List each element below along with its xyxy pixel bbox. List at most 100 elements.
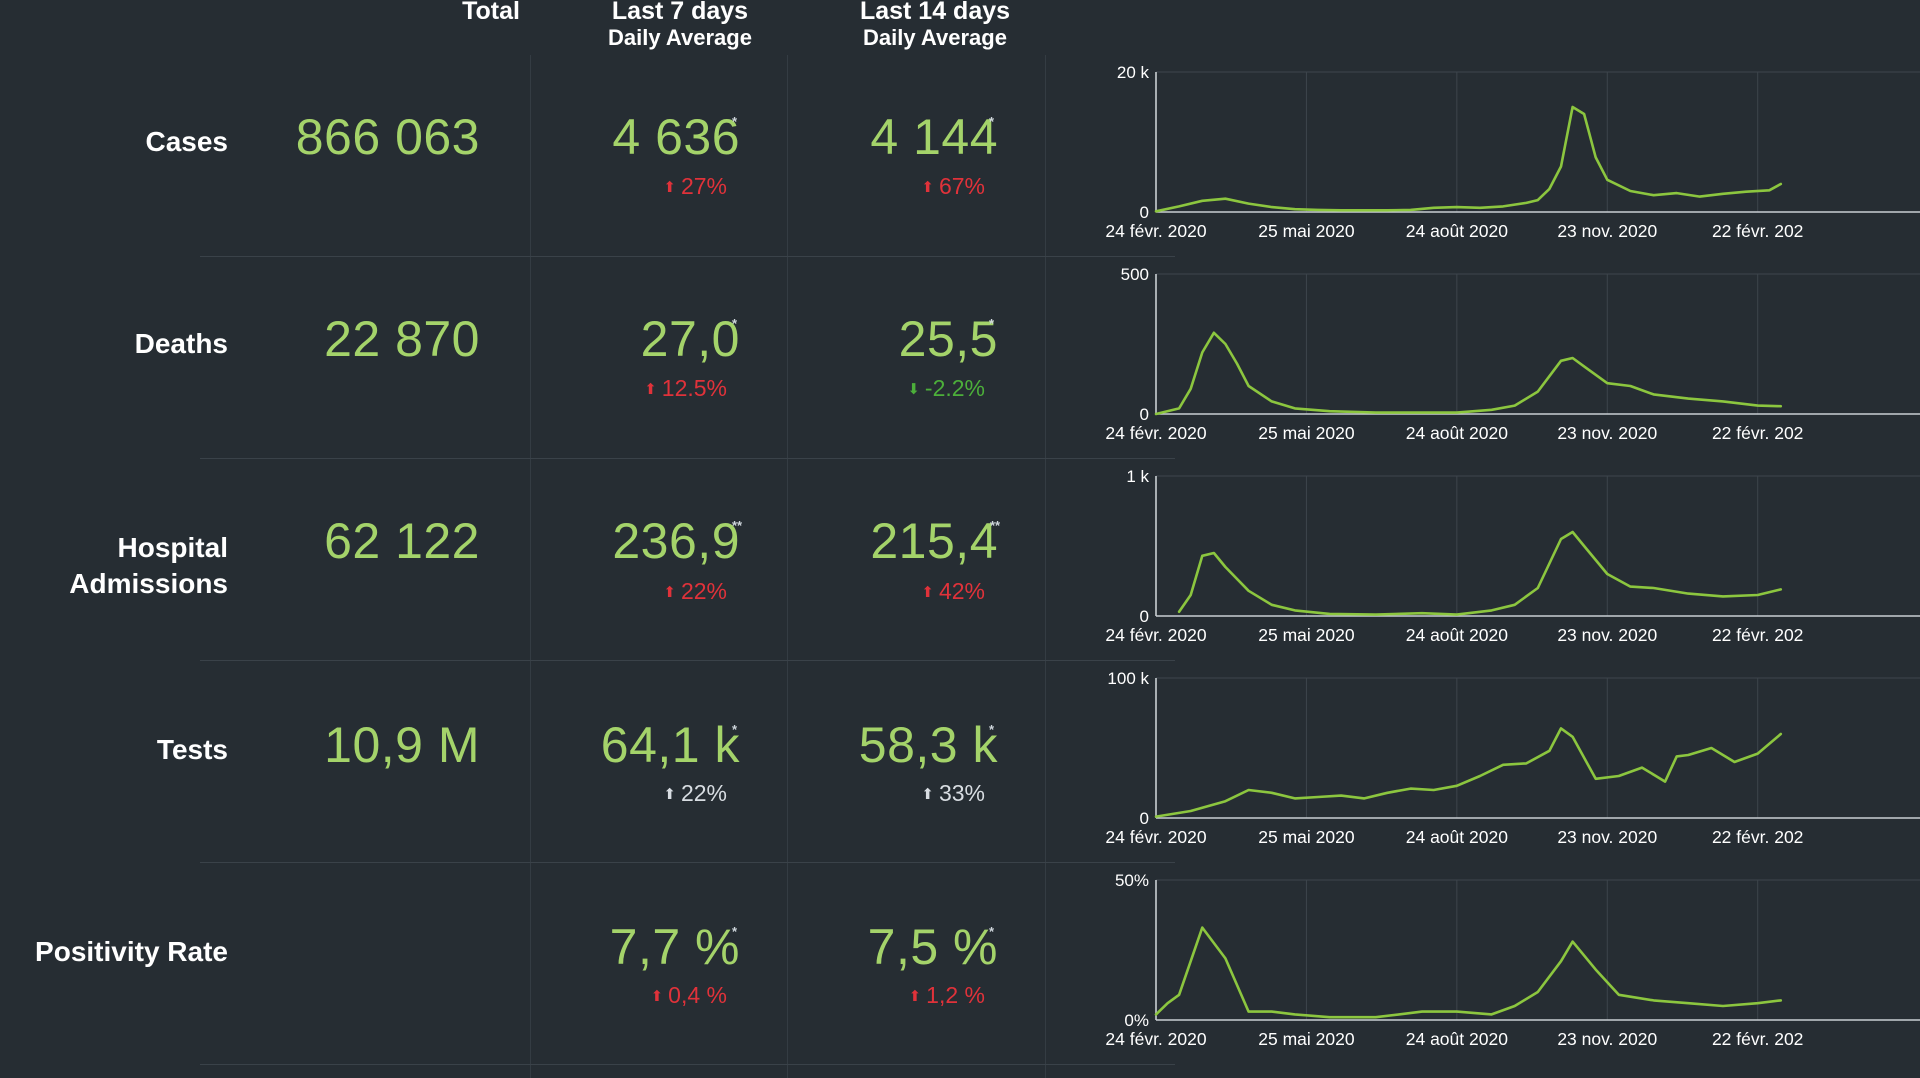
tests-avg7-footnote: *	[732, 722, 738, 737]
chart-svg: 20 k 024 févr. 2020 25 mai 2020 24 août 202…	[1105, 63, 1920, 241]
cases-avg14-value: 4 144	[870, 109, 998, 165]
row-label-positivity-rate: Positivity Rate	[35, 936, 228, 967]
cases-change7-value: 27%	[680, 173, 727, 199]
arrow-down-icon: ⬇	[907, 380, 920, 398]
x-tick-label: 22 févr. 202	[1712, 827, 1803, 847]
chart-svg: 100 k 024 févr. 2020 25 mai 2020 24 août 20…	[1105, 669, 1920, 847]
arrow-up-icon: ⬆	[663, 785, 676, 803]
x-tick-label: 24 août 2020	[1406, 423, 1508, 443]
row-divider	[200, 458, 1175, 459]
series-line	[1154, 926, 1783, 1019]
deaths-avg14-footnote: *	[989, 316, 995, 331]
header-last-7-line1: Last 7 days	[611, 0, 749, 25]
x-tick-label: 23 nov. 2020	[1557, 827, 1657, 847]
cases-change14-value: 67%	[938, 173, 985, 199]
deaths-avg7-footnote: *	[732, 316, 738, 331]
hospital-change7-value: 22%	[680, 578, 727, 604]
column-divider	[1045, 55, 1046, 1078]
deaths-change7-value: 12.5%	[661, 375, 727, 401]
series-line	[1154, 727, 1783, 818]
tests-change7: ⬆ 22%	[663, 780, 727, 807]
x-tick-label: 22 févr. 202	[1712, 423, 1803, 443]
x-tick-label: 24 août 2020	[1406, 827, 1508, 847]
hospital-admissions-chart: 1 k 0 24 févr. 2020 25 mai 2020 24 août 2020…	[1080, 462, 1920, 662]
header-last-14-days: Last 14 days Daily Average	[835, 0, 1035, 50]
header-last-14-line2: Daily Average	[863, 24, 1007, 50]
x-tick-label: 25 mai 2020	[1258, 1029, 1355, 1049]
positivity-rate-chart: 50% 0% 24 févr. 2020 25 mai 2020 24 août 202…	[1080, 866, 1920, 1066]
header-total: Total	[360, 0, 520, 26]
y-tick-label: 1 k	[1126, 467, 1149, 486]
positivity-change14: ⬆ 1,2 %	[909, 982, 985, 1009]
y-tick-label: 0	[1140, 809, 1149, 828]
deaths-change14-value: -2.2%	[924, 375, 985, 401]
y-tick-label: 100 k	[1107, 669, 1149, 688]
x-tick-label: 25 mai 2020	[1258, 827, 1355, 847]
cases-avg7-value: 4 636	[612, 109, 740, 165]
positivity-avg7-value: 7,7 %	[609, 919, 740, 975]
hospital-change14-value: 42%	[938, 578, 985, 604]
deaths-change7: ⬆ 12.5%	[644, 375, 727, 402]
x-tick-label: 24 août 2020	[1406, 1029, 1508, 1049]
positivity-avg14-value: 7,5 %	[867, 919, 998, 975]
hospital-change14: ⬆ 42%	[921, 578, 985, 605]
hospital-avg14-footnote: **	[990, 518, 1001, 533]
tests-avg14-footnote: *	[989, 722, 995, 737]
chart-svg: 1 k 024 févr. 2020 25 mai 2020 24 août 2020…	[1105, 467, 1920, 645]
arrow-up-icon: ⬆	[908, 987, 922, 1005]
x-tick-label: 23 nov. 2020	[1557, 625, 1657, 645]
y-tick-label: 0	[1140, 203, 1149, 222]
positivity-change7: ⬆ 0,4 %	[651, 982, 727, 1009]
x-tick-label: 24 août 2020	[1406, 221, 1508, 241]
arrow-up-icon: ⬆	[644, 380, 657, 398]
header-last-7-days: Last 7 days Daily Average	[580, 0, 780, 50]
tests-change7-value: 22%	[680, 780, 727, 806]
y-tick-label: 0%	[1124, 1011, 1149, 1030]
x-tick-label: 23 nov. 2020	[1557, 221, 1657, 241]
tests-change14-value: 33%	[938, 780, 985, 806]
y-tick-label: 50%	[1115, 871, 1149, 890]
chart-svg: 500 024 févr. 2020 25 mai 2020 24 août 2020…	[1105, 265, 1920, 443]
x-tick-label: 24 févr. 2020	[1105, 423, 1206, 443]
row-label-cases: Cases	[145, 126, 228, 157]
series-line	[1177, 530, 1783, 616]
row-divider	[200, 1064, 1175, 1065]
row-label-hospital-admissions: Hospital Admissions	[69, 530, 228, 602]
series-line	[1154, 331, 1783, 416]
arrow-up-icon: ⬆	[921, 583, 934, 601]
column-divider	[787, 55, 788, 1078]
x-tick-label: 25 mai 2020	[1258, 625, 1355, 645]
cases-avg7-footnote: *	[732, 114, 738, 129]
positivity-avg7-footnote: *	[732, 924, 738, 939]
header-last-7-line2: Daily Average	[608, 24, 752, 50]
x-tick-label: 23 nov. 2020	[1557, 1029, 1657, 1049]
y-tick-label: 0	[1140, 405, 1149, 424]
x-tick-label: 25 mai 2020	[1258, 221, 1355, 241]
x-tick-label: 24 août 2020	[1406, 625, 1508, 645]
x-tick-label: 24 févr. 2020	[1105, 1029, 1206, 1049]
cases-change7: ⬆ 27%	[663, 173, 727, 200]
positivity-change7-value: 0,4 %	[668, 982, 727, 1008]
row-divider	[200, 256, 1175, 257]
tests-avg7-value: 64,1 k	[600, 717, 740, 773]
x-tick-label: 22 févr. 202	[1712, 1029, 1803, 1049]
hospital-total-value: 62 122	[324, 513, 480, 569]
row-label-line1: Hospital	[117, 532, 228, 563]
y-tick-label: 500	[1121, 265, 1149, 284]
deaths-avg14-value: 25,5	[898, 311, 998, 367]
x-tick-label: 24 févr. 2020	[1105, 827, 1206, 847]
header-last-14-line1: Last 14 days	[859, 0, 1011, 25]
positivity-avg14-footnote: *	[989, 924, 995, 939]
x-tick-label: 24 févr. 2020	[1105, 221, 1206, 241]
deaths-avg7-value: 27,0	[640, 311, 740, 367]
x-tick-label: 22 févr. 202	[1712, 625, 1803, 645]
tests-change14: ⬆ 33%	[921, 780, 985, 807]
row-divider	[200, 660, 1175, 661]
row-label-tests: Tests	[156, 734, 228, 765]
arrow-up-icon: ⬆	[663, 178, 676, 196]
hospital-avg7-footnote: **	[732, 518, 743, 533]
deaths-change14: ⬇ -2.2%	[907, 375, 985, 402]
x-tick-label: 25 mai 2020	[1258, 423, 1355, 443]
cases-avg14-footnote: *	[989, 114, 995, 129]
x-tick-label: 23 nov. 2020	[1557, 423, 1657, 443]
